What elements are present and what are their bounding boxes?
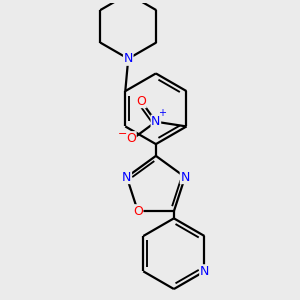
Text: −: − bbox=[118, 128, 128, 139]
Text: N: N bbox=[200, 265, 209, 278]
Text: N: N bbox=[122, 170, 131, 184]
Text: N: N bbox=[151, 115, 160, 128]
Text: N: N bbox=[124, 52, 133, 65]
Text: +: + bbox=[158, 108, 166, 118]
Text: N: N bbox=[180, 170, 190, 184]
Text: O: O bbox=[126, 132, 136, 145]
Text: O: O bbox=[136, 94, 146, 108]
Text: O: O bbox=[133, 205, 143, 218]
